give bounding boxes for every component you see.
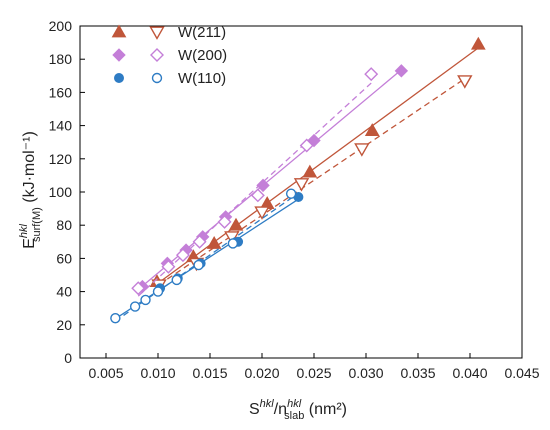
x-tick-label: 0.020 (244, 365, 279, 381)
data-point-w200-open (299, 138, 314, 153)
legend-marker-w110-open (151, 72, 163, 84)
data-point-w200-open (131, 281, 146, 296)
data-point-w211-filled (302, 164, 318, 178)
fit-line-w200-open (137, 82, 372, 297)
data-point-w200-open (364, 67, 379, 82)
legend-marker-w110-filled (114, 73, 124, 83)
y-tick-label: 40 (56, 284, 72, 300)
x-tick-label: 0.035 (400, 365, 435, 381)
data-point-w211-filled (470, 36, 486, 50)
data-point-w110-open (193, 259, 204, 271)
x-tick-label: 0.010 (140, 365, 175, 381)
legend-marker-w211-open (149, 26, 165, 40)
data-point-w110-open (140, 294, 151, 306)
legend-marker-w200-filled (112, 48, 126, 62)
y-axis-title: Ehklsurf(M) (kJ·mol⁻¹) (18, 131, 43, 249)
data-point-w200-open (192, 234, 207, 249)
axes: 0.005 0.010 0.015 0.020 0.025 0.030 0.035 0.040… (49, 18, 540, 381)
y-tick-label: 200 (49, 18, 73, 34)
y-tick-label: 60 (56, 250, 72, 266)
data-point-w110-open (285, 188, 297, 199)
data-point-w200-open (175, 248, 190, 263)
y-tick-label: 140 (49, 118, 73, 134)
data-point-w211-open (224, 231, 240, 245)
plot-area (110, 36, 486, 324)
data-point-w211-filled (228, 217, 244, 231)
x-axis-title: Shkl/nhkl slab (nm²) (249, 398, 347, 422)
data-point-w200-filled (394, 64, 409, 78)
data-point-w110-open (110, 312, 121, 324)
data-point-w110-open (152, 286, 164, 297)
legend-label-w200: W(200) (178, 47, 227, 64)
y-tick-label: 0 (64, 350, 72, 366)
legend-label-w110: W(110) (178, 70, 226, 87)
data-point-w211-filled (364, 123, 380, 136)
legend-label-w211: W(211) (178, 24, 226, 41)
legend: W(211) W(200) W(110) (111, 24, 227, 87)
x-tick-label: 0.015 (192, 365, 227, 381)
y-tick-label: 20 (56, 317, 72, 333)
series-w211-filled (149, 36, 486, 288)
data-point-w211-open (354, 143, 370, 157)
y-tick-label: 100 (49, 184, 73, 200)
y-tick-label: 160 (49, 84, 73, 100)
series-w200-filled (135, 64, 409, 294)
data-point-w200-filled (256, 178, 270, 193)
fit-line-w211-open (158, 78, 466, 286)
data-point-w211-open (457, 75, 473, 89)
data-point-w110-open (171, 274, 182, 286)
data-point-w110-open (129, 301, 141, 312)
data-point-w200-open (161, 259, 176, 274)
y-tick-label: 120 (49, 151, 73, 167)
data-point-w211-open (254, 206, 270, 220)
x-tick-label: 0.030 (348, 365, 383, 381)
x-tick-label: 0.005 (88, 365, 123, 381)
x-tick-label: 0.025 (296, 365, 331, 381)
series-w200-open (131, 67, 379, 297)
x-tick-label: 0.040 (452, 365, 487, 381)
x-tick-label: 0.045 (504, 365, 539, 381)
data-point-w200-open (250, 188, 265, 203)
legend-marker-w211-filled (111, 24, 127, 38)
data-point-w211-open (293, 178, 310, 192)
series-w211-open (151, 75, 473, 293)
data-point-w110-open (227, 238, 239, 249)
y-tick-label: 180 (49, 51, 73, 67)
data-point-w200-open (217, 214, 232, 229)
plot-frame (79, 25, 523, 359)
series-w110-open (110, 188, 297, 324)
legend-marker-w200-open (150, 48, 164, 62)
y-tick-label: 80 (56, 217, 72, 233)
